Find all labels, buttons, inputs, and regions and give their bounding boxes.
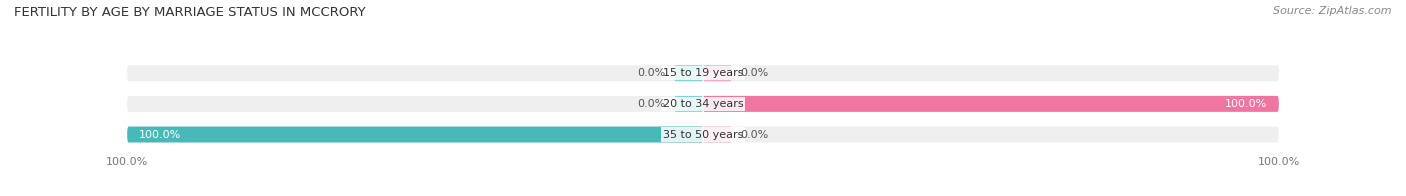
Text: Source: ZipAtlas.com: Source: ZipAtlas.com — [1274, 6, 1392, 16]
Text: 0.0%: 0.0% — [741, 130, 769, 140]
FancyBboxPatch shape — [127, 96, 1279, 112]
Legend: Married, Unmarried: Married, Unmarried — [627, 195, 779, 196]
FancyBboxPatch shape — [675, 65, 703, 81]
Text: 35 to 50 years: 35 to 50 years — [662, 130, 744, 140]
FancyBboxPatch shape — [127, 65, 1279, 81]
FancyBboxPatch shape — [127, 127, 1279, 142]
Text: 0.0%: 0.0% — [637, 99, 665, 109]
FancyBboxPatch shape — [127, 127, 703, 142]
Text: 20 to 34 years: 20 to 34 years — [662, 99, 744, 109]
Text: FERTILITY BY AGE BY MARRIAGE STATUS IN MCCRORY: FERTILITY BY AGE BY MARRIAGE STATUS IN M… — [14, 6, 366, 19]
FancyBboxPatch shape — [675, 96, 703, 112]
Text: 100.0%: 100.0% — [1225, 99, 1267, 109]
Text: 0.0%: 0.0% — [741, 68, 769, 78]
FancyBboxPatch shape — [703, 65, 731, 81]
FancyBboxPatch shape — [703, 127, 731, 142]
Text: 100.0%: 100.0% — [139, 130, 181, 140]
Text: 0.0%: 0.0% — [637, 68, 665, 78]
Text: 15 to 19 years: 15 to 19 years — [662, 68, 744, 78]
FancyBboxPatch shape — [703, 96, 1279, 112]
